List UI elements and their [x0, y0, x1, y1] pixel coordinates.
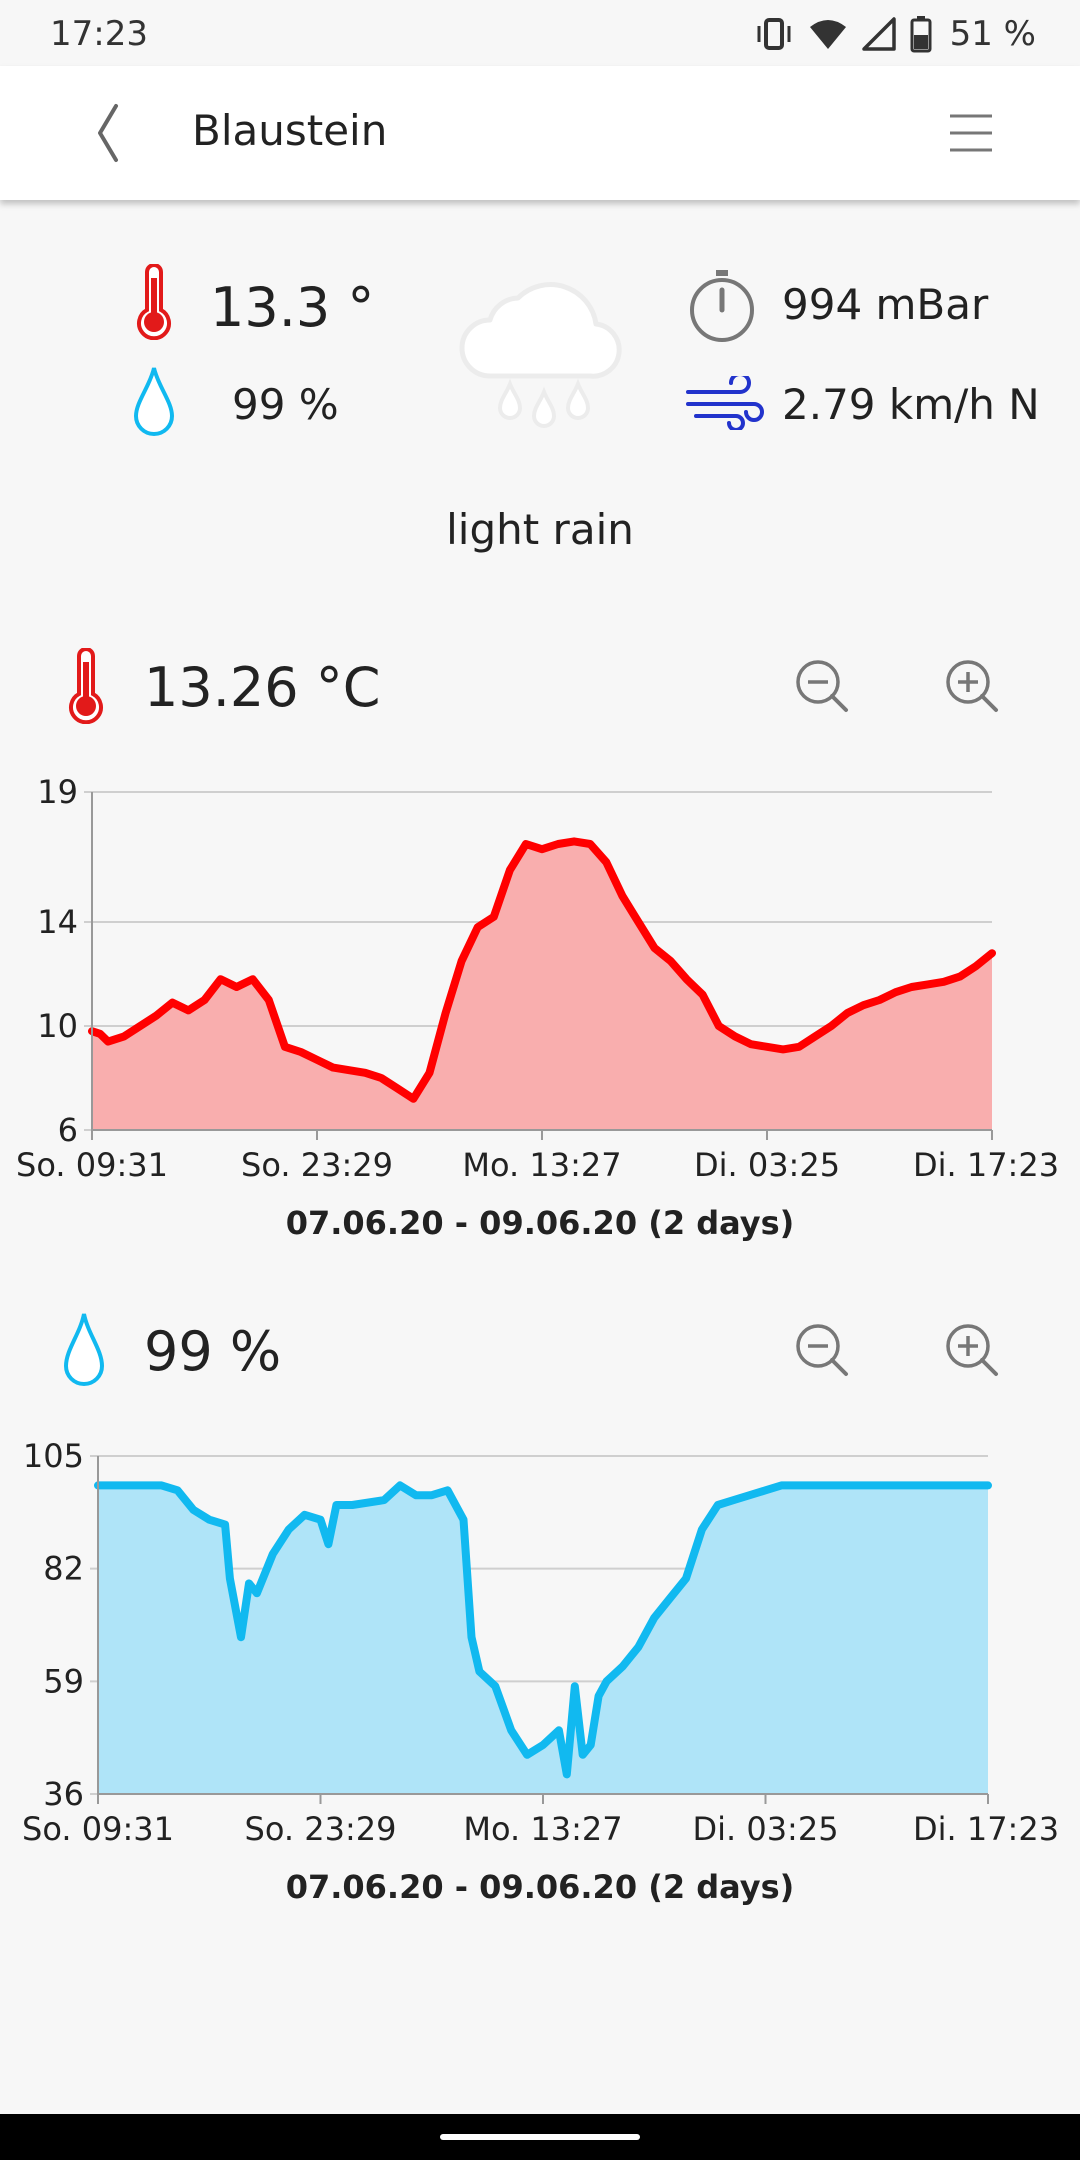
- x-tick-label: Di. 17:23: [913, 1146, 1059, 1184]
- y-tick-label: 59: [43, 1662, 84, 1700]
- humid-series-area: [98, 1485, 988, 1794]
- x-tick-label: So. 23:29: [241, 1146, 393, 1184]
- y-tick-label: 105: [23, 1437, 84, 1475]
- stopwatch-icon: [690, 270, 754, 342]
- humidity-range-label: 07.06.20 - 09.06.20 (2 days): [285, 1868, 795, 1906]
- navigation-bar: [0, 2114, 1080, 2160]
- temp-series-area: [92, 841, 992, 1130]
- x-tick-label: So. 09:31: [22, 1810, 174, 1848]
- cell-signal-icon: [861, 17, 896, 51]
- rain-cloud-icon: [459, 282, 622, 428]
- current-pressure: 994 mBar: [782, 280, 989, 329]
- humidity-chart[interactable]: 36 59 82 105 So. 09:31 So. 23:29 Mo. 13:27 Di. …: [0, 1424, 1080, 1864]
- x-tick-label: Di. 03:25: [692, 1810, 838, 1848]
- humid-zoom-in-button[interactable]: [942, 1320, 1002, 1380]
- x-tick-label: Mo. 13:27: [463, 1810, 622, 1848]
- humidity-title: 99 %: [144, 1320, 282, 1383]
- y-tick-label: 6: [58, 1111, 78, 1149]
- temp-series-line: [88, 837, 996, 1103]
- temperature-title: 13.26 °C: [144, 656, 381, 719]
- y-tick-label: 36: [43, 1775, 84, 1813]
- temperature-range-label: 07.06.20 - 09.06.20 (2 days): [285, 1204, 795, 1242]
- status-icons: 51 %: [754, 12, 1036, 56]
- temperature-chart[interactable]: 6 10 14 19 So. 09:31 So. 23:29 Mo. 13:27 Di. 03…: [0, 760, 1080, 1200]
- x-tick-label: So. 23:29: [245, 1810, 397, 1848]
- y-tick-label: 19: [37, 773, 78, 811]
- humid-series-line: [94, 1481, 992, 1779]
- drop-icon: [133, 367, 175, 436]
- humidity-chart-svg: 36 59 82 105 So. 09:31 So. 23:29 Mo. 13:27 Di. …: [22, 1437, 1059, 1848]
- temp-zoom-out-button[interactable]: [792, 656, 852, 716]
- back-button[interactable]: [84, 100, 134, 166]
- y-tick-label: 10: [37, 1007, 78, 1045]
- battery-percent: 51 %: [949, 14, 1036, 54]
- temperature-chart-svg: 6 10 14 19 So. 09:31 So. 23:29 Mo. 13:27 Di. 03…: [16, 773, 1059, 1184]
- thermometer-icon: [69, 648, 103, 724]
- current-wind: 2.79 km/h N: [782, 380, 1040, 429]
- x-tick-label: Mo. 13:27: [462, 1146, 621, 1184]
- current-humidity: 99 %: [232, 380, 339, 429]
- humid-zoom-out-button[interactable]: [792, 1320, 852, 1380]
- vibrate-icon: [757, 18, 791, 50]
- x-tick-label: Di. 03:25: [694, 1146, 840, 1184]
- y-tick-label: 14: [37, 903, 78, 941]
- app-bar: Blaustein: [0, 66, 1080, 200]
- x-tick-label: So. 09:31: [16, 1146, 168, 1184]
- current-temperature: 13.3 °: [210, 276, 375, 339]
- x-tick-label: Di. 17:23: [913, 1810, 1059, 1848]
- temp-zoom-in-button[interactable]: [942, 656, 1002, 716]
- condition-text: light rain: [446, 505, 634, 554]
- y-tick-label: 82: [43, 1550, 84, 1588]
- thermometer-icon: [137, 264, 171, 340]
- page-title: Blaustein: [192, 106, 388, 155]
- battery-icon: [910, 16, 932, 53]
- wind-icon: [686, 376, 764, 430]
- menu-button[interactable]: [946, 110, 996, 156]
- drop-icon: [63, 1313, 105, 1386]
- status-time: 17:23: [50, 14, 148, 54]
- wifi-icon: [809, 20, 846, 49]
- hamburger-menu-icon: [950, 114, 992, 152]
- chevron-left-icon: [98, 104, 118, 162]
- home-handle[interactable]: [440, 2134, 640, 2140]
- status-bar: 17:23 51 %: [0, 0, 1080, 66]
